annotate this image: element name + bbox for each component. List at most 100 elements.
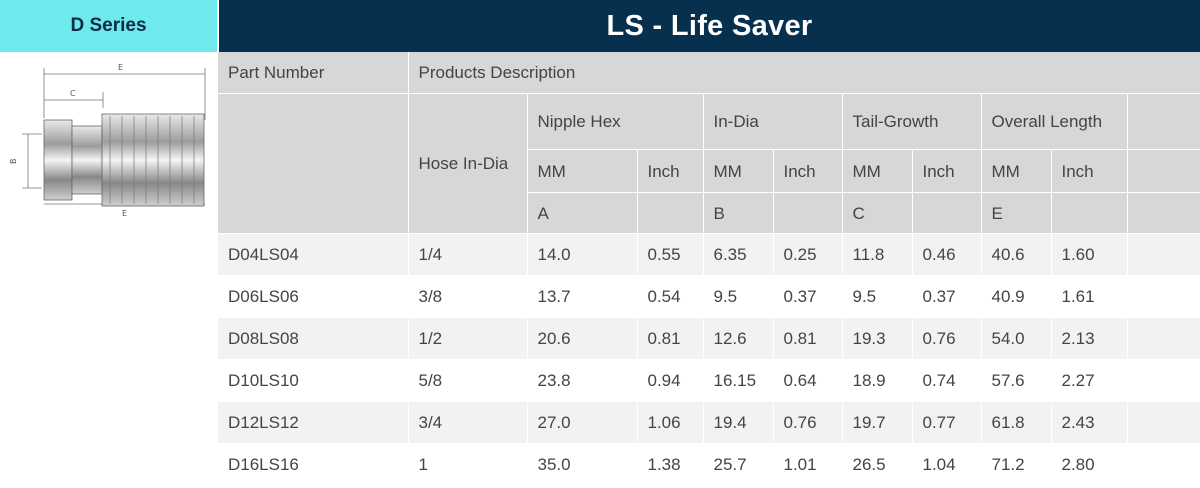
tail-growth-header: Tail-Growth: [842, 93, 982, 150]
unit-header: MM: [981, 149, 1052, 193]
table-cell: 0.76: [912, 317, 982, 360]
table-cell: 0.94: [637, 359, 704, 402]
table-cell: 1/4: [408, 233, 528, 276]
table-cell: 26.5: [842, 443, 913, 486]
products-description-header: Products Description: [408, 52, 1200, 94]
table-cell: 5/8: [408, 359, 528, 402]
unit-header: Inch: [1051, 149, 1128, 193]
page-title: LS - Life Saver: [219, 0, 1200, 52]
table-cell: 2.80: [1051, 443, 1128, 486]
table-cell: 1.38: [637, 443, 704, 486]
dim-letter-header: [637, 192, 704, 234]
part-number-cell: D04LS04: [218, 233, 409, 276]
table-cell: 0.74: [912, 359, 982, 402]
table-cell: 12.6: [703, 317, 774, 360]
table-cell: 3/8: [408, 275, 528, 318]
unit-header: Inch: [773, 149, 843, 193]
spec-table-body: D04LS04 1/4 14.0 0.55 6.35 0.25 11.8 0.46 40.6 1.…: [218, 233, 1200, 486]
dim-e-top: E: [118, 63, 123, 72]
table-cell-empty: [1127, 233, 1200, 276]
part-number-cell: D08LS08: [218, 317, 409, 360]
table-cell: 0.77: [912, 401, 982, 444]
hose-in-dia-header: Hose In-Dia: [408, 93, 528, 234]
table-cell: 1.61: [1051, 275, 1128, 318]
dim-letter-header: C: [842, 192, 913, 234]
table-cell-empty: [1127, 401, 1200, 444]
unit-header: MM: [703, 149, 774, 193]
table-cell: 0.37: [912, 275, 982, 318]
table-cell: 57.6: [981, 359, 1052, 402]
table-cell: 16.15: [703, 359, 774, 402]
table-cell: 0.37: [773, 275, 843, 318]
table-cell: 1/2: [408, 317, 528, 360]
table-cell: 0.55: [637, 233, 704, 276]
dim-c: C: [70, 89, 76, 98]
table-cell: 0.25: [773, 233, 843, 276]
dim-letter-header: [912, 192, 982, 234]
dim-letter-header: [1051, 192, 1128, 234]
table-row: D06LS06 3/8 13.7 0.54 9.5 0.37 9.5 0.37 40.9 1.61: [218, 275, 1200, 318]
overall-length-header: Overall Length: [981, 93, 1128, 150]
table-cell: 35.0: [527, 443, 638, 486]
table-cell: 6.35: [703, 233, 774, 276]
table-cell: 3/4: [408, 401, 528, 444]
unit-header: Inch: [912, 149, 982, 193]
table-cell: 0.81: [773, 317, 843, 360]
fitting-illustration: E C B E: [9, 63, 206, 218]
extra-header-cell: [1127, 149, 1200, 193]
table-cell: 23.8: [527, 359, 638, 402]
fitting-diagram: E C B E: [0, 52, 217, 232]
table-cell: 19.7: [842, 401, 913, 444]
table-cell: 11.8: [842, 233, 913, 276]
table-cell: 27.0: [527, 401, 638, 444]
table-cell: 0.64: [773, 359, 843, 402]
dim-b: B: [9, 159, 18, 165]
table-cell-empty: [1127, 359, 1200, 402]
table-cell: 71.2: [981, 443, 1052, 486]
table-cell: 19.4: [703, 401, 774, 444]
table-cell: 19.3: [842, 317, 913, 360]
table-row: D08LS08 1/2 20.6 0.81 12.6 0.81 19.3 0.76 54.0 2.…: [218, 317, 1200, 360]
table-cell: 13.7: [527, 275, 638, 318]
table-row: D04LS04 1/4 14.0 0.55 6.35 0.25 11.8 0.46 40.6 1.…: [218, 233, 1200, 276]
table-cell: 54.0: [981, 317, 1052, 360]
table-cell-empty: [1127, 275, 1200, 318]
table-row: D10LS10 5/8 23.8 0.94 16.15 0.64 18.9 0.74 57.6 2…: [218, 359, 1200, 402]
table-cell: 14.0: [527, 233, 638, 276]
table-cell: 61.8: [981, 401, 1052, 444]
dim-letter-header: E: [981, 192, 1052, 234]
table-cell: 0.76: [773, 401, 843, 444]
part-number-spacer: [218, 93, 409, 234]
table-cell: 0.46: [912, 233, 982, 276]
table-cell: 20.6: [527, 317, 638, 360]
table-row: D16LS16 1 35.0 1.38 25.7 1.01 26.5 1.04 71.2 2.80: [218, 443, 1200, 486]
table-cell: 0.81: [637, 317, 704, 360]
part-number-cell: D06LS06: [218, 275, 409, 318]
series-tab[interactable]: D Series: [0, 0, 217, 52]
table-cell: 9.5: [842, 275, 913, 318]
part-number-cell: D10LS10: [218, 359, 409, 402]
dim-letter-header: B: [703, 192, 774, 234]
nipple-hex-header: Nipple Hex: [527, 93, 704, 150]
dim-letter-header: A: [527, 192, 638, 234]
unit-header: MM: [527, 149, 638, 193]
table-cell: 1.01: [773, 443, 843, 486]
dim-letter-header: [773, 192, 843, 234]
table-cell: 2.27: [1051, 359, 1128, 402]
table-cell: 40.6: [981, 233, 1052, 276]
table-cell-empty: [1127, 443, 1200, 486]
unit-header: MM: [842, 149, 913, 193]
table-cell: 40.9: [981, 275, 1052, 318]
part-number-cell: D12LS12: [218, 401, 409, 444]
table-cell: 1.60: [1051, 233, 1128, 276]
spec-table: Part Number Products Description Hose In…: [218, 52, 1200, 486]
table-cell: 9.5: [703, 275, 774, 318]
table-cell: 2.13: [1051, 317, 1128, 360]
table-cell: 25.7: [703, 443, 774, 486]
extra-header-cell: [1127, 93, 1200, 150]
part-number-cell: D16LS16: [218, 443, 409, 486]
table-cell: 18.9: [842, 359, 913, 402]
in-dia-header: In-Dia: [703, 93, 843, 150]
part-number-header: Part Number: [218, 52, 409, 94]
table-cell: 1.06: [637, 401, 704, 444]
